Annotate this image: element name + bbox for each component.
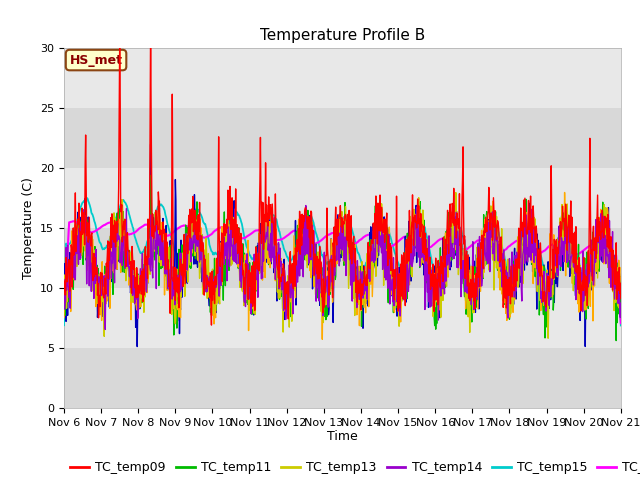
TC_temp15 — [562, 233, 570, 239]
Line: TC_temp12: TC_temp12 — [64, 192, 621, 339]
TC_temp14 — [302, 203, 310, 208]
Text: HS_met: HS_met — [70, 54, 122, 67]
TC_temp12 — [271, 275, 278, 280]
TC_temp14 — [591, 255, 598, 261]
TC_temp09 — [147, 21, 154, 27]
Bar — [64, 48, 621, 108]
TC_temp14 — [617, 300, 625, 306]
TC_temp11 — [147, 172, 155, 178]
Line: TC_temp09: TC_temp09 — [64, 24, 621, 325]
Line: TC_temp11: TC_temp11 — [64, 175, 621, 341]
TC_temp10 — [591, 244, 598, 250]
TC_temp15 — [60, 323, 68, 328]
TC_temp13 — [577, 291, 584, 297]
TC_temp11 — [271, 266, 279, 272]
Y-axis label: Temperature (C): Temperature (C) — [22, 177, 35, 279]
TC_temp14 — [577, 264, 584, 270]
TC_temp16 — [617, 320, 625, 326]
TC_temp13 — [376, 229, 383, 235]
Title: Temperature Profile B: Temperature Profile B — [260, 28, 425, 43]
TC_temp11 — [612, 338, 620, 344]
TC_temp14 — [563, 219, 570, 225]
TC_temp09 — [207, 322, 215, 328]
TC_temp10 — [147, 142, 154, 147]
Bar — [64, 168, 621, 228]
Line: TC_temp10: TC_temp10 — [64, 144, 621, 347]
TC_temp13 — [271, 235, 278, 240]
TC_temp10 — [133, 344, 141, 349]
TC_temp12 — [319, 336, 326, 342]
TC_temp13 — [452, 190, 460, 195]
TC_temp09 — [591, 240, 598, 246]
TC_temp15 — [83, 195, 91, 201]
TC_temp09 — [617, 296, 625, 301]
TC_temp12 — [131, 292, 138, 298]
TC_temp15 — [131, 235, 139, 240]
TC_temp12 — [617, 276, 625, 281]
TC_temp11 — [562, 216, 570, 222]
Legend: TC_temp09, TC_temp10, TC_temp11, TC_temp12, TC_temp13, TC_temp14, TC_temp15, TC_: TC_temp09, TC_temp10, TC_temp11, TC_temp… — [70, 461, 640, 480]
X-axis label: Time: Time — [327, 431, 358, 444]
TC_temp09 — [272, 226, 280, 232]
TC_temp16 — [376, 238, 384, 243]
TC_temp11 — [590, 272, 598, 277]
Line: TC_temp15: TC_temp15 — [64, 198, 621, 325]
TC_temp16 — [590, 242, 598, 248]
TC_temp10 — [131, 280, 138, 286]
TC_temp15 — [376, 219, 384, 225]
TC_temp10 — [272, 235, 280, 241]
TC_temp09 — [377, 228, 385, 234]
TC_temp13 — [563, 247, 570, 253]
TC_temp16 — [60, 313, 68, 319]
TC_temp14 — [131, 298, 139, 304]
TC_temp12 — [376, 223, 384, 228]
TC_temp14 — [271, 276, 279, 282]
TC_temp16 — [271, 237, 279, 243]
TC_temp11 — [131, 290, 138, 296]
Line: TC_temp16: TC_temp16 — [64, 221, 621, 323]
TC_temp15 — [576, 264, 584, 270]
Bar — [64, 288, 621, 348]
Line: TC_temp14: TC_temp14 — [64, 205, 621, 329]
TC_temp14 — [60, 276, 68, 282]
TC_temp10 — [617, 287, 625, 293]
TC_temp12 — [577, 292, 584, 298]
TC_temp13 — [591, 251, 598, 256]
TC_temp16 — [69, 218, 77, 224]
TC_temp15 — [271, 216, 279, 222]
Bar — [64, 228, 621, 288]
TC_temp16 — [576, 250, 584, 256]
TC_temp16 — [131, 229, 139, 235]
TC_temp11 — [576, 279, 584, 285]
TC_temp15 — [617, 323, 625, 328]
TC_temp09 — [563, 210, 570, 216]
Bar — [64, 108, 621, 168]
Line: TC_temp13: TC_temp13 — [64, 192, 621, 338]
TC_temp12 — [563, 233, 570, 239]
TC_temp13 — [131, 289, 138, 295]
TC_temp10 — [377, 204, 385, 210]
TC_temp15 — [590, 265, 598, 271]
TC_temp09 — [60, 288, 68, 294]
TC_temp09 — [131, 285, 138, 291]
TC_temp11 — [376, 218, 384, 224]
TC_temp13 — [617, 278, 625, 284]
TC_temp12 — [591, 283, 598, 289]
TC_temp14 — [101, 326, 109, 332]
TC_temp11 — [617, 274, 625, 280]
TC_temp13 — [544, 336, 552, 341]
TC_temp14 — [377, 243, 385, 249]
TC_temp12 — [60, 314, 68, 320]
TC_temp10 — [563, 221, 570, 227]
TC_temp16 — [562, 246, 570, 252]
TC_temp09 — [577, 292, 584, 298]
TC_temp12 — [561, 190, 568, 195]
TC_temp11 — [60, 293, 68, 299]
TC_temp13 — [60, 286, 68, 291]
TC_temp10 — [60, 289, 68, 295]
TC_temp10 — [577, 285, 584, 291]
Bar — [64, 348, 621, 408]
